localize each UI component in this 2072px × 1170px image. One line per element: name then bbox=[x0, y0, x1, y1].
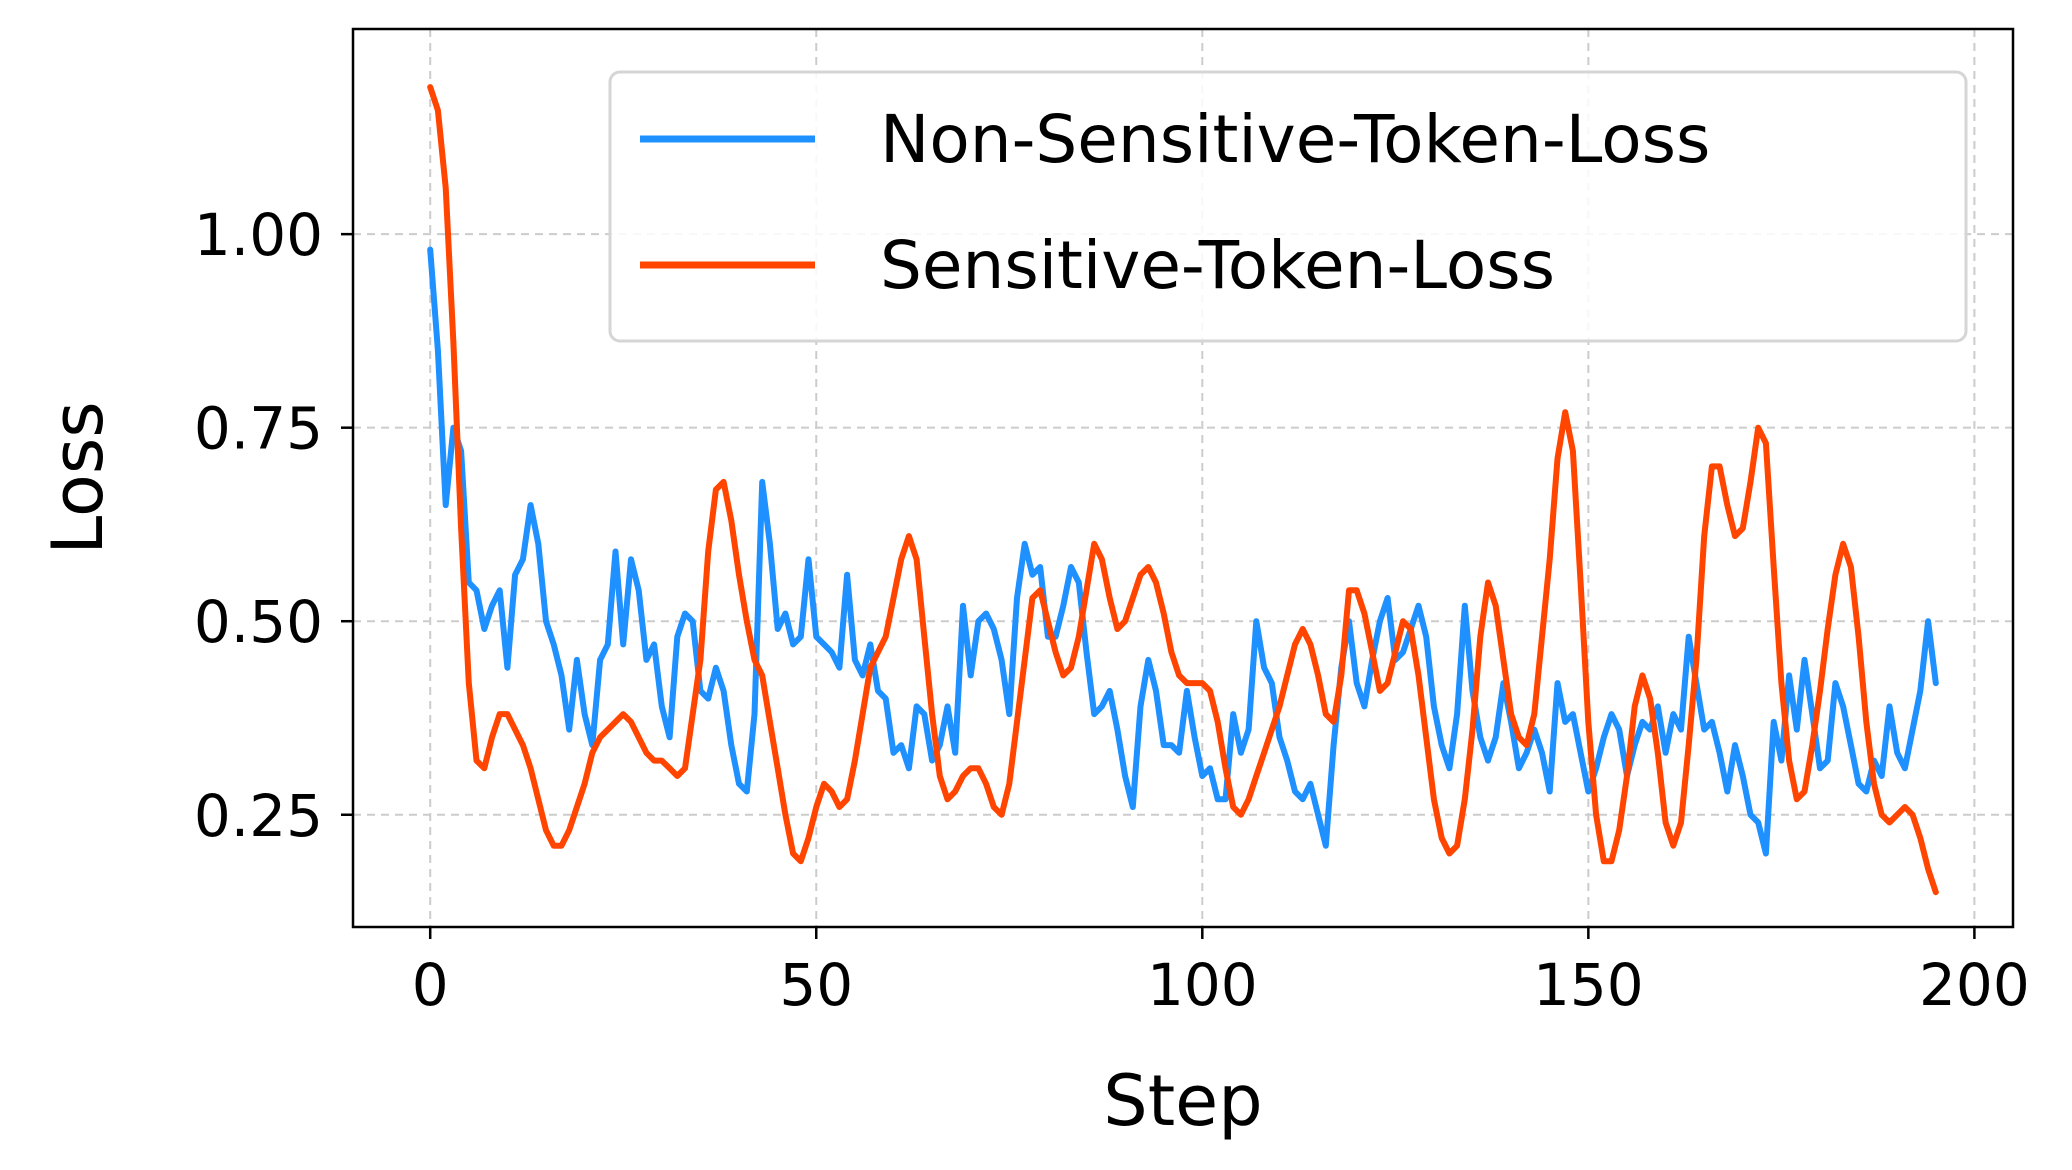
series-line-sensitive bbox=[427, 84, 1939, 896]
y-axis-title: Loss bbox=[37, 401, 119, 555]
legend-box bbox=[608, 70, 1968, 343]
x-tick-label: 0 bbox=[412, 951, 449, 1019]
legend-label-sensitive: Sensitive-Token-Loss bbox=[880, 227, 1555, 304]
y-tick-label: 1.00 bbox=[194, 201, 323, 269]
plot-frame bbox=[351, 27, 2015, 929]
legend-label-non-sensitive: Non-Sensitive-Token-Loss bbox=[880, 101, 1710, 178]
legend: Non-Sensitive-Token-Loss Sensitive-Token… bbox=[608, 70, 1968, 343]
x-tick-label: 100 bbox=[1147, 951, 1258, 1019]
y-tick-label: 0.75 bbox=[194, 395, 323, 463]
x-tick-label: 150 bbox=[1533, 951, 1644, 1019]
x-tick-label: 50 bbox=[779, 951, 853, 1019]
y-tick-label: 0.25 bbox=[194, 782, 323, 850]
tick-layer: 0 50 100 150 200 0.25 0.50 0.75 1.00 bbox=[194, 201, 2030, 1019]
x-axis-title: Step bbox=[1103, 1060, 1262, 1142]
y-tick-label: 0.50 bbox=[194, 588, 323, 656]
x-tick-label: 200 bbox=[1919, 951, 2030, 1019]
series-line-non-sensitive bbox=[427, 246, 1939, 857]
series-layer bbox=[427, 84, 1939, 896]
